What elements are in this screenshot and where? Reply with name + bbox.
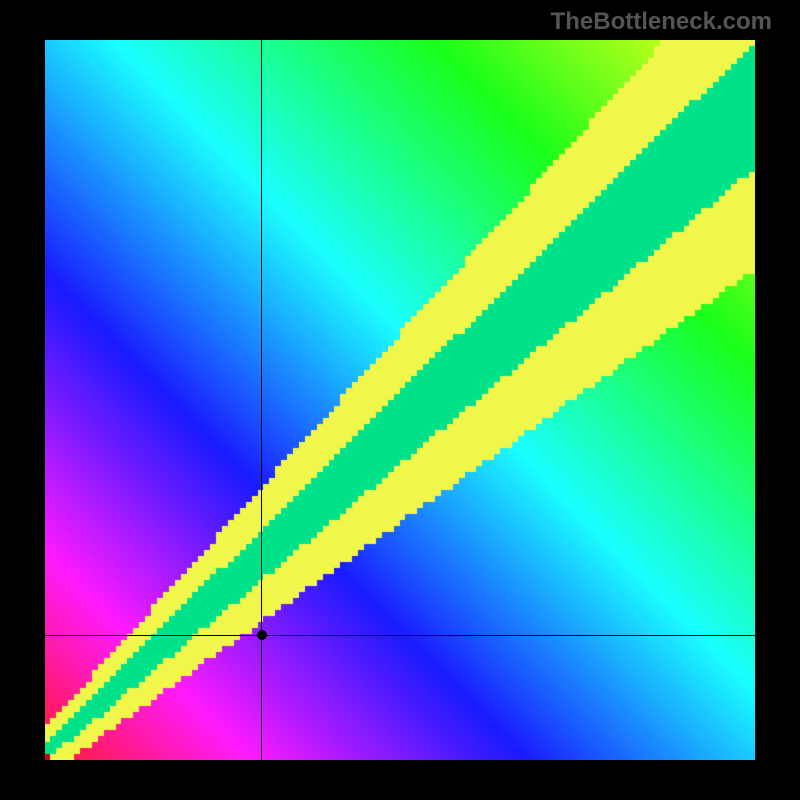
crosshair-horizontal [45, 635, 755, 636]
bottleneck-heatmap [45, 40, 755, 760]
watermark-text: TheBottleneck.com [551, 8, 772, 36]
crosshair-vertical [261, 40, 262, 760]
marker-dot [257, 630, 267, 640]
frame-right [755, 0, 800, 800]
frame-left [0, 0, 45, 800]
frame-bottom [0, 760, 800, 800]
